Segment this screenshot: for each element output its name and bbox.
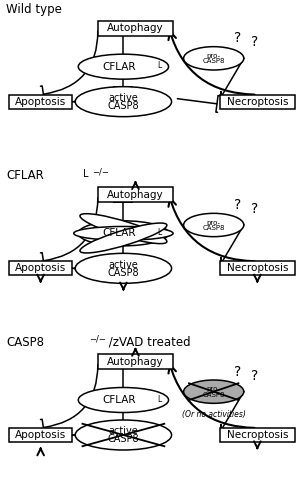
FancyBboxPatch shape [9, 261, 72, 276]
Text: Necroptosis: Necroptosis [227, 430, 288, 440]
Text: Autophagy: Autophagy [107, 190, 164, 200]
Ellipse shape [75, 254, 172, 284]
Text: CASP8: CASP8 [107, 268, 139, 278]
Text: L: L [83, 169, 88, 179]
Text: L: L [157, 394, 161, 404]
Text: ?: ? [234, 364, 241, 378]
FancyBboxPatch shape [220, 428, 295, 442]
Text: Apoptosis: Apoptosis [15, 264, 66, 274]
Text: CASP8: CASP8 [107, 434, 139, 444]
Text: ?: ? [251, 202, 258, 216]
FancyBboxPatch shape [9, 428, 72, 442]
Text: −/−: −/− [89, 334, 106, 343]
Ellipse shape [184, 214, 244, 236]
Text: CASP8: CASP8 [203, 392, 225, 398]
Text: ?: ? [234, 198, 241, 212]
Text: ?: ? [251, 369, 258, 383]
Text: (Or no activities): (Or no activities) [182, 410, 246, 418]
FancyBboxPatch shape [98, 354, 173, 369]
FancyBboxPatch shape [220, 261, 295, 276]
FancyBboxPatch shape [9, 94, 72, 109]
Text: Necroptosis: Necroptosis [227, 96, 288, 106]
Ellipse shape [78, 388, 169, 412]
Text: CASP8: CASP8 [203, 58, 225, 64]
Ellipse shape [78, 221, 169, 246]
Text: CFLAR: CFLAR [102, 62, 136, 72]
Text: ?: ? [234, 32, 241, 46]
Ellipse shape [184, 46, 244, 70]
Text: L: L [157, 228, 161, 237]
Text: pro-: pro- [207, 386, 221, 392]
Text: Wild type: Wild type [6, 2, 62, 16]
Text: pro-: pro- [207, 220, 221, 226]
Text: CFLAR: CFLAR [102, 228, 136, 238]
FancyBboxPatch shape [220, 94, 295, 109]
Text: /zVAD treated: /zVAD treated [105, 336, 191, 349]
Text: active: active [109, 426, 138, 436]
Text: L: L [157, 62, 161, 70]
Ellipse shape [75, 86, 172, 117]
Text: CASP8: CASP8 [203, 225, 225, 231]
Text: Apoptosis: Apoptosis [15, 96, 66, 106]
Text: L: L [157, 228, 161, 237]
Text: CFLAR: CFLAR [102, 228, 136, 238]
Ellipse shape [184, 380, 244, 404]
Text: ?: ? [251, 36, 258, 50]
Text: Autophagy: Autophagy [107, 356, 164, 366]
Text: Necroptosis: Necroptosis [227, 264, 288, 274]
Text: −/−: −/− [92, 168, 109, 176]
Text: Apoptosis: Apoptosis [15, 430, 66, 440]
FancyBboxPatch shape [98, 188, 173, 202]
Text: CFLAR: CFLAR [6, 169, 44, 182]
Text: Autophagy: Autophagy [107, 24, 164, 34]
Text: active: active [109, 93, 138, 103]
Ellipse shape [75, 420, 172, 450]
Ellipse shape [80, 214, 167, 244]
Text: CASP8: CASP8 [6, 336, 44, 349]
Ellipse shape [74, 226, 173, 240]
FancyBboxPatch shape [98, 21, 173, 36]
Text: active: active [109, 260, 138, 270]
Ellipse shape [78, 54, 169, 79]
Ellipse shape [80, 223, 167, 253]
Text: pro-: pro- [207, 53, 221, 59]
Text: CASP8: CASP8 [107, 101, 139, 111]
Text: CFLAR: CFLAR [102, 395, 136, 405]
